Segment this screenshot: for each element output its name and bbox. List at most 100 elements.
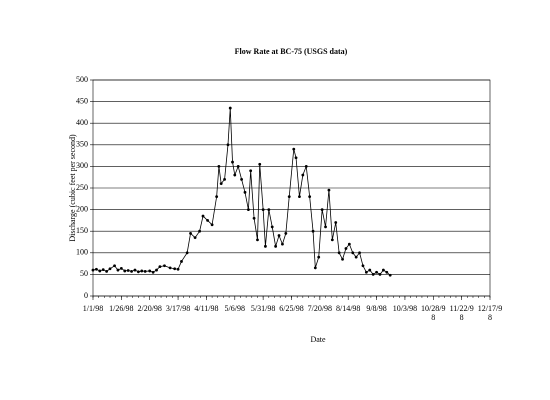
y-tick-label: 300 xyxy=(76,161,88,170)
x-tick-label: 8/14/98 xyxy=(335,304,361,313)
y-tick-label: 400 xyxy=(76,118,88,127)
data-point xyxy=(198,229,202,233)
x-tick-label: 1/26/98 xyxy=(109,304,134,313)
data-point xyxy=(347,242,351,246)
data-point xyxy=(206,219,209,222)
data-point xyxy=(140,269,144,273)
y-tick-label: 0 xyxy=(84,291,88,300)
data-point xyxy=(298,195,301,199)
x-tick-label: 3/17/98 xyxy=(165,304,191,313)
data-point xyxy=(168,266,172,270)
data-point xyxy=(98,269,102,273)
data-line xyxy=(92,108,391,276)
data-point xyxy=(116,268,120,272)
data-point xyxy=(287,195,291,199)
y-axis-label: Discharge (cubic feet per second) xyxy=(68,134,77,242)
chart-title: Flow Rate at BC-75 (USGS data) xyxy=(235,47,348,56)
data-point xyxy=(185,251,189,255)
data-point xyxy=(215,195,219,199)
data-point xyxy=(368,268,372,272)
y-tick-label: 100 xyxy=(76,248,88,257)
data-point xyxy=(313,266,317,270)
data-point xyxy=(91,268,95,272)
x-tick-label: 10/28/98 xyxy=(421,304,446,322)
data-point xyxy=(180,260,183,263)
data-point xyxy=(126,269,130,272)
data-point xyxy=(274,244,278,248)
data-point xyxy=(334,221,338,224)
data-point xyxy=(341,257,344,261)
data-point xyxy=(155,268,158,272)
data-point xyxy=(136,270,140,274)
data-point xyxy=(378,273,382,276)
data-point xyxy=(148,269,152,273)
data-point xyxy=(388,273,392,277)
x-tick-label: 7/20/98 xyxy=(307,304,333,313)
x-tick-label: 12/17/98 xyxy=(477,304,503,322)
data-point xyxy=(358,251,361,255)
data-point xyxy=(256,238,259,242)
data-point xyxy=(317,255,321,259)
data-point xyxy=(151,270,155,274)
x-axis-label: Date xyxy=(310,335,326,344)
data-point xyxy=(327,188,331,192)
data-point xyxy=(240,177,243,181)
data-point xyxy=(228,106,232,110)
data-point xyxy=(351,251,355,255)
data-point xyxy=(284,231,288,235)
x-tick-label: 5/6/98 xyxy=(224,304,245,313)
data-point xyxy=(364,270,368,274)
x-tick-label: 2/20/98 xyxy=(137,304,162,313)
data-point xyxy=(201,214,205,218)
data-point xyxy=(371,273,375,276)
data-point xyxy=(101,268,105,272)
y-tick-label: 150 xyxy=(76,226,88,235)
data-point xyxy=(219,182,223,186)
y-tick-label: 500 xyxy=(76,75,88,84)
data-point xyxy=(311,229,315,233)
x-tick-label: 11/22/98 xyxy=(449,304,474,322)
data-point xyxy=(337,251,341,255)
data-point xyxy=(301,173,305,177)
y-tick-label: 250 xyxy=(76,183,88,192)
data-point xyxy=(381,268,385,272)
data-point xyxy=(158,265,162,269)
data-point xyxy=(105,269,109,273)
data-point xyxy=(320,208,324,212)
data-point xyxy=(243,190,247,194)
data-point xyxy=(308,195,312,199)
data-point xyxy=(252,216,256,220)
data-point xyxy=(267,208,271,212)
data-point xyxy=(270,225,274,229)
data-point xyxy=(123,269,127,273)
data-point xyxy=(193,236,197,240)
data-point xyxy=(223,177,226,181)
data-point xyxy=(176,267,180,271)
x-tick-label: 5/31/98 xyxy=(250,304,276,313)
data-point xyxy=(189,231,192,235)
data-point xyxy=(173,267,177,271)
y-tick-label: 350 xyxy=(76,140,88,149)
data-point xyxy=(281,242,284,246)
data-point xyxy=(130,269,133,273)
data-point xyxy=(361,264,365,268)
y-tick-label: 50 xyxy=(80,269,88,278)
data-point xyxy=(163,264,166,268)
x-tick-label: 10/3/98 xyxy=(392,304,418,313)
data-point xyxy=(217,165,221,168)
data-point xyxy=(258,162,262,166)
data-point xyxy=(304,165,308,168)
data-point xyxy=(133,268,137,272)
data-point xyxy=(246,208,250,212)
data-point xyxy=(264,244,267,248)
data-point xyxy=(375,270,378,274)
data-point xyxy=(385,270,389,274)
y-tick-label: 200 xyxy=(76,204,88,213)
data-point xyxy=(261,208,265,212)
data-point xyxy=(277,234,281,237)
data-point xyxy=(119,266,123,270)
data-point xyxy=(233,173,237,177)
data-point xyxy=(292,147,296,151)
data-point xyxy=(330,238,334,242)
